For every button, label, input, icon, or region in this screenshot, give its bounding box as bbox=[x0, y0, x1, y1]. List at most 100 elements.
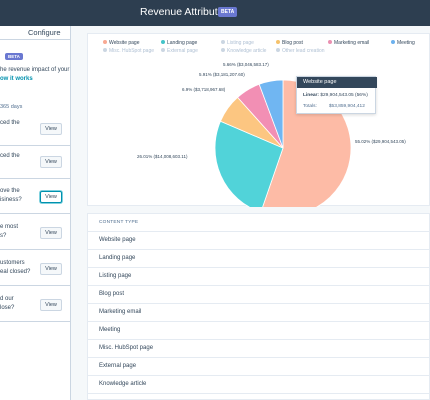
chart-card: Website page Landing page Listing page B… bbox=[87, 33, 430, 207]
legend-label: Landing page bbox=[167, 40, 198, 46]
slice-label-marketing-email: 5.91% ($3,181,207.60) bbox=[199, 72, 245, 77]
table-row[interactable]: Meeting bbox=[88, 322, 430, 340]
row-label: Landing page bbox=[99, 255, 136, 261]
legend-label: Knowledge article bbox=[227, 48, 267, 54]
legend-label: Meeting bbox=[397, 40, 415, 46]
top-bar: Revenue Attribution BETA bbox=[0, 0, 430, 26]
question-text: lose? bbox=[0, 305, 15, 311]
how-it-works-link[interactable]: ow it works bbox=[0, 76, 33, 82]
table-row[interactable]: Knowledge article bbox=[88, 376, 430, 394]
legend-label: Other lead creation bbox=[282, 48, 325, 54]
column-header-content-type: CONTENT TYPE bbox=[99, 220, 139, 225]
beta-badge: BETA bbox=[218, 7, 238, 17]
legend-dot bbox=[161, 40, 165, 44]
table-row[interactable]: Misc. HubSpot page bbox=[88, 340, 430, 358]
tooltip-row-label: Totals: bbox=[303, 104, 317, 109]
table-row[interactable]: Website page bbox=[88, 232, 430, 250]
question-card: d our lose? View bbox=[0, 290, 70, 322]
row-label: External page bbox=[99, 363, 137, 369]
question-text: e most bbox=[0, 224, 19, 230]
legend-item-website-page[interactable]: Website page bbox=[103, 40, 139, 46]
legend-label: Listing page bbox=[227, 40, 254, 46]
question-card: ced the View bbox=[0, 114, 70, 146]
legend-item-meeting[interactable]: Meeting bbox=[391, 40, 415, 46]
view-button[interactable]: View bbox=[40, 156, 62, 168]
row-label: Misc. HubSpot page bbox=[99, 345, 154, 351]
table-header: CONTENT TYPE bbox=[88, 214, 430, 232]
page-title: Revenue Attribution bbox=[140, 6, 232, 18]
sidebar-beta-badge: BETA bbox=[5, 53, 23, 60]
content-type-table: CONTENT TYPE Website page Landing page L… bbox=[87, 213, 430, 400]
chart-tooltip: Website page Linear: $29,904,543.05 (56%… bbox=[296, 76, 377, 114]
question-text: isiness? bbox=[0, 197, 22, 203]
legend-dot bbox=[276, 40, 280, 44]
legend-item-misc-hubspot-page[interactable]: Misc. HubSpot page bbox=[103, 48, 154, 54]
question-card: ustomers eal closed? View bbox=[0, 254, 70, 286]
tooltip-row-value: $29,904,543.05 (56%) bbox=[320, 93, 368, 98]
sidebar: Configure BETA he revenue impact of your… bbox=[0, 26, 71, 400]
question-text: ustomers bbox=[0, 260, 25, 266]
pie-chart bbox=[214, 79, 352, 207]
tab-configure[interactable]: Configure bbox=[0, 26, 70, 40]
question-card: e most s? View bbox=[0, 218, 70, 250]
legend-item-blog-post[interactable]: Blog post bbox=[276, 40, 303, 46]
table-row[interactable]: Listing page bbox=[88, 268, 430, 286]
row-label: Website page bbox=[99, 237, 136, 243]
view-button[interactable]: View bbox=[40, 299, 62, 311]
tooltip-title: Website page bbox=[303, 79, 337, 85]
legend-label: Misc. HubSpot page bbox=[109, 48, 155, 54]
tooltip-row-totals: Totals: $53,859,904,412 bbox=[303, 104, 365, 109]
tooltip-row-label: Linear: bbox=[303, 93, 319, 98]
legend-label: Blog post bbox=[282, 40, 303, 46]
tooltip-row-value: $53,859,904,412 bbox=[328, 104, 365, 109]
table-row[interactable]: Landing page bbox=[88, 250, 430, 268]
row-label: Marketing email bbox=[99, 309, 142, 315]
question-text: s? bbox=[0, 233, 7, 239]
legend-item-marketing-email[interactable]: Marketing email bbox=[328, 40, 369, 46]
legend-item-knowledge-article[interactable]: Knowledge article bbox=[221, 48, 266, 54]
row-label: Blog post bbox=[99, 291, 125, 297]
question-card: ced the View bbox=[0, 147, 70, 179]
legend-dot bbox=[276, 48, 280, 52]
row-label: Listing page bbox=[99, 273, 132, 279]
sidebar-description: he revenue impact of your bbox=[0, 67, 70, 73]
legend-dot bbox=[391, 40, 395, 44]
legend-dot bbox=[103, 48, 107, 52]
legend-item-other-lead-creation[interactable]: Other lead creation bbox=[276, 48, 325, 54]
question-text: ove the bbox=[0, 188, 20, 194]
legend-dot bbox=[103, 40, 107, 44]
question-text: eal closed? bbox=[0, 269, 31, 275]
question-text: d our bbox=[0, 296, 14, 302]
tooltip-row-linear: Linear: $29,904,543.05 (56%) bbox=[303, 93, 368, 98]
legend-label: External page bbox=[167, 48, 198, 54]
tooltip-header: Website page bbox=[297, 77, 377, 88]
legend-item-external-page[interactable]: External page bbox=[161, 48, 198, 54]
date-range-label: 365 days bbox=[0, 104, 23, 110]
view-button[interactable]: View bbox=[40, 227, 62, 239]
question-text: ced the bbox=[0, 120, 20, 126]
row-label: Meeting bbox=[99, 327, 121, 333]
legend-dot bbox=[161, 48, 165, 52]
slice-label-landing-page: 26.01% ($14,008,603.11) bbox=[137, 154, 188, 159]
pie-slice-landing-page[interactable] bbox=[214, 120, 284, 207]
table-row[interactable]: External page bbox=[88, 358, 430, 376]
row-label: Knowledge article bbox=[99, 381, 147, 387]
legend-dot bbox=[221, 48, 225, 52]
legend-item-landing-page[interactable]: Landing page bbox=[161, 40, 197, 46]
legend-dot bbox=[221, 40, 225, 44]
view-button[interactable]: View bbox=[40, 263, 62, 275]
question-card: ove the isiness? View bbox=[0, 182, 70, 214]
legend-item-listing-page[interactable]: Listing page bbox=[221, 40, 254, 46]
view-button[interactable]: View bbox=[40, 191, 62, 203]
legend-label: Marketing email bbox=[334, 40, 370, 46]
slice-label-meeting: 5.66% ($3,046,583.17) bbox=[223, 62, 269, 67]
tab-configure-label: Configure bbox=[28, 28, 61, 37]
table-row[interactable]: Blog post bbox=[88, 286, 430, 304]
legend-dot bbox=[328, 40, 332, 44]
view-button[interactable]: View bbox=[40, 123, 62, 135]
legend-label: Website page bbox=[109, 40, 140, 46]
pie-slice-meeting[interactable] bbox=[258, 79, 284, 149]
question-text: ced the bbox=[0, 153, 20, 159]
slice-label-website-page: 55.02% ($29,904,543.05) bbox=[355, 139, 406, 144]
table-row[interactable]: Marketing email bbox=[88, 304, 430, 322]
